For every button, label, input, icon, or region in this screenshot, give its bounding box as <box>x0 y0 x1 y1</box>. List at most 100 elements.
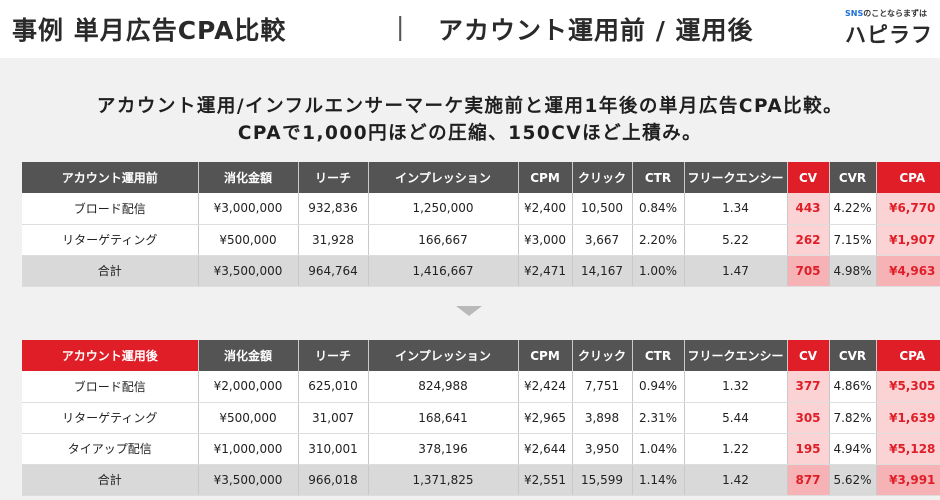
cell-cpa: ¥4,963 <box>876 255 940 287</box>
cell-spend: ¥500,000 <box>198 402 299 434</box>
page-subtitle: アカウント運用前 / 運用後 <box>438 16 754 45</box>
col-reach: リーチ <box>298 340 369 371</box>
logo-tag-rest: のことならまずは <box>863 9 927 18</box>
summary-line-2: CPAで1,000円ほどの圧縮、150CVほど上積み。 <box>237 123 703 144</box>
row-label: 合計 <box>22 464 199 496</box>
total-row: 合計 ¥3,500,000 964,764 1,416,667 ¥2,471 1… <box>22 255 940 287</box>
cell-reach: 625,010 <box>298 371 369 403</box>
page-header: 事例 単月広告CPA比較 | アカウント運用前 / 運用後 SNSのことならまず… <box>0 0 940 58</box>
cell-clicks: 3,950 <box>572 433 633 465</box>
cell-cpm: ¥3,000 <box>518 224 573 256</box>
cell-ctr: 1.14% <box>632 464 685 496</box>
total-row: 合計 ¥3,500,000 966,018 1,371,825 ¥2,551 1… <box>22 464 940 496</box>
cell-frequency: 1.47 <box>684 255 788 287</box>
cell-cv: 705 <box>787 255 830 287</box>
row-label-header: アカウント運用前 <box>22 162 199 193</box>
cell-spend: ¥3,500,000 <box>198 464 299 496</box>
col-cv: CV <box>787 162 830 193</box>
brand-logo: SNSのことならまずは ハピラフ <box>845 8 935 52</box>
cell-cpa: ¥3,991 <box>876 464 940 496</box>
cell-cpa: ¥6,770 <box>876 193 940 225</box>
cell-reach: 31,007 <box>298 402 369 434</box>
cell-cpa: ¥1,907 <box>876 224 940 256</box>
cell-clicks: 10,500 <box>572 193 633 225</box>
cell-cvr: 4.98% <box>829 255 877 287</box>
col-spend: 消化金額 <box>198 162 299 193</box>
page-title: 事例 単月広告CPA比較 <box>12 16 287 45</box>
col-cpa: CPA <box>876 340 940 371</box>
cell-clicks: 3,667 <box>572 224 633 256</box>
cell-reach: 310,001 <box>298 433 369 465</box>
col-frequency: フリークエンシー <box>684 340 788 371</box>
col-impressions: インプレッション <box>368 340 519 371</box>
col-frequency: フリークエンシー <box>684 162 788 193</box>
cell-frequency: 5.22 <box>684 224 788 256</box>
cell-ctr: 1.00% <box>632 255 685 287</box>
cell-clicks: 15,599 <box>572 464 633 496</box>
table-header-row: アカウント運用後 消化金額 リーチ インプレッション CPM クリック CTR … <box>22 340 940 371</box>
cell-cv: 305 <box>787 402 830 434</box>
cell-cvr: 5.62% <box>829 464 877 496</box>
col-clicks: クリック <box>572 340 633 371</box>
row-label: リターゲティング <box>22 224 199 256</box>
cell-clicks: 14,167 <box>572 255 633 287</box>
col-ctr: CTR <box>632 340 685 371</box>
cell-cv: 377 <box>787 371 830 403</box>
logo-name: ハピラフ <box>845 23 933 47</box>
col-cv: CV <box>787 340 830 371</box>
cell-cpa: ¥1,639 <box>876 402 940 434</box>
col-ctr: CTR <box>632 162 685 193</box>
cell-frequency: 5.44 <box>684 402 788 434</box>
cell-impressions: 1,250,000 <box>368 193 519 225</box>
down-arrow-icon <box>456 306 482 316</box>
before-table: アカウント運用前 消化金額 リーチ インプレッション CPM クリック CTR … <box>22 162 940 287</box>
cell-cpm: ¥2,965 <box>518 402 573 434</box>
cell-spend: ¥1,000,000 <box>198 433 299 465</box>
cell-cv: 262 <box>787 224 830 256</box>
cell-frequency: 1.34 <box>684 193 788 225</box>
after-table: アカウント運用後 消化金額 リーチ インプレッション CPM クリック CTR … <box>22 340 940 496</box>
cell-impressions: 824,988 <box>368 371 519 403</box>
cell-ctr: 2.31% <box>632 402 685 434</box>
cell-frequency: 1.32 <box>684 371 788 403</box>
cell-impressions: 378,196 <box>368 433 519 465</box>
row-label: ブロード配信 <box>22 371 199 403</box>
cell-cvr: 7.82% <box>829 402 877 434</box>
cell-impressions: 1,416,667 <box>368 255 519 287</box>
cell-clicks: 3,898 <box>572 402 633 434</box>
cell-reach: 932,836 <box>298 193 369 225</box>
table-row: ブロード配信 ¥2,000,000 625,010 824,988 ¥2,424… <box>22 371 940 403</box>
cell-ctr: 2.20% <box>632 224 685 256</box>
cell-impressions: 1,371,825 <box>368 464 519 496</box>
row-label: ブロード配信 <box>22 193 199 225</box>
table-row: リターゲティング ¥500,000 31,007 168,641 ¥2,965 … <box>22 402 940 434</box>
table-header-row: アカウント運用前 消化金額 リーチ インプレッション CPM クリック CTR … <box>22 162 940 193</box>
cell-cpa: ¥5,305 <box>876 371 940 403</box>
col-cvr: CVR <box>829 162 877 193</box>
cell-cpa: ¥5,128 <box>876 433 940 465</box>
cell-ctr: 0.84% <box>632 193 685 225</box>
cell-cv: 195 <box>787 433 830 465</box>
cell-impressions: 166,667 <box>368 224 519 256</box>
col-cpm: CPM <box>518 162 573 193</box>
row-label: リターゲティング <box>22 402 199 434</box>
cell-reach: 31,928 <box>298 224 369 256</box>
col-cpa: CPA <box>876 162 940 193</box>
cell-spend: ¥3,500,000 <box>198 255 299 287</box>
cell-cv: 443 <box>787 193 830 225</box>
col-impressions: インプレッション <box>368 162 519 193</box>
cell-spend: ¥3,000,000 <box>198 193 299 225</box>
cell-cvr: 4.22% <box>829 193 877 225</box>
cell-frequency: 1.42 <box>684 464 788 496</box>
summary-line-1: アカウント運用/インフルエンサーマーケ実施前と運用1年後の単月広告CPA比較。 <box>96 96 844 117</box>
cell-cpm: ¥2,471 <box>518 255 573 287</box>
cell-cpm: ¥2,424 <box>518 371 573 403</box>
title-separator: | <box>396 12 405 41</box>
cell-ctr: 1.04% <box>632 433 685 465</box>
row-label: 合計 <box>22 255 199 287</box>
row-label: タイアップ配信 <box>22 433 199 465</box>
cell-impressions: 168,641 <box>368 402 519 434</box>
col-clicks: クリック <box>572 162 633 193</box>
cell-cpm: ¥2,644 <box>518 433 573 465</box>
col-spend: 消化金額 <box>198 340 299 371</box>
